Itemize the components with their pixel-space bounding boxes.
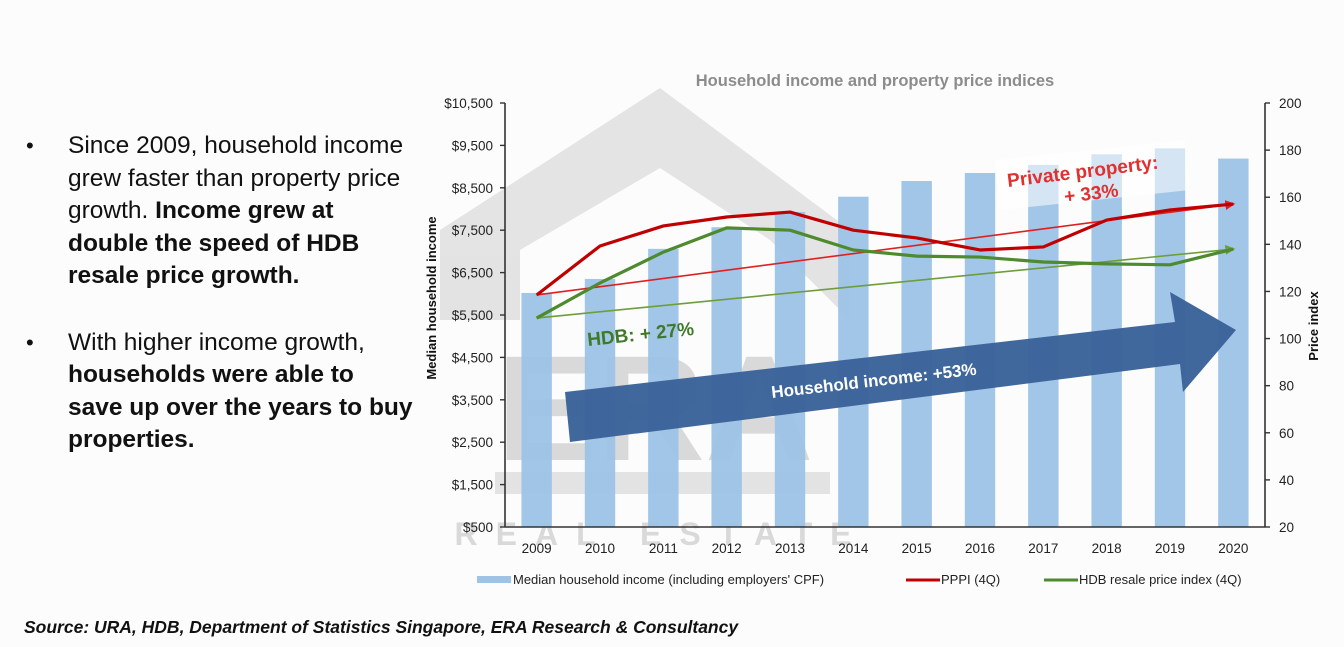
hdb-index-line: [535, 226, 1234, 320]
bullet-glyph: •: [26, 133, 34, 158]
x-tick-label: 2016: [965, 541, 995, 556]
x-tick-label: 2010: [585, 541, 615, 556]
bullet-text-plain: Since 2009, household income grew faster…: [68, 132, 404, 224]
legend-label-income: Median household income (including emplo…: [513, 572, 824, 587]
bullet-list: • Since 2009, household income grew fast…: [24, 130, 414, 491]
left-tick-label: $2,500: [452, 435, 493, 450]
left-axis-label: Median household income: [424, 216, 439, 379]
right-tick-label: 160: [1279, 190, 1302, 205]
bullet-item: • With higher income growth, households …: [24, 327, 414, 457]
bullet-text: With higher income growth, households we…: [68, 327, 414, 457]
ppi-index-line: [535, 202, 1234, 297]
chart-legend: Median household income (including emplo…: [477, 572, 1242, 587]
left-axis-ticks: $10,500 $9,500 $8,500 $7,500 $6,500 $5,500 $4,…: [444, 96, 505, 535]
right-axis-ticks: 200 180 160 140 120 100 80 60 40 20: [1265, 96, 1302, 535]
right-tick-label: 200: [1279, 96, 1302, 111]
right-tick-label: 80: [1279, 379, 1294, 394]
trend-arrows: [536, 200, 1236, 319]
left-tick-label: $9,500: [452, 138, 493, 153]
left-tick-label: $4,500: [452, 350, 493, 365]
x-tick-label: 2013: [775, 541, 805, 556]
x-tick-label: 2011: [649, 541, 678, 556]
right-tick-label: 180: [1279, 143, 1302, 158]
left-tick-label: $8,500: [452, 181, 493, 196]
x-tick-label: 2020: [1218, 541, 1248, 556]
source-note: Source: URA, HDB, Department of Statisti…: [24, 617, 739, 637]
x-tick-label: 2009: [522, 541, 552, 556]
x-tick-label: 2012: [712, 541, 742, 556]
left-tick-label: $1,500: [452, 478, 493, 493]
left-tick-label: $7,500: [452, 223, 493, 238]
right-tick-label: 100: [1279, 332, 1302, 347]
right-tick-label: 120: [1279, 284, 1302, 299]
income-arrow-shape: [565, 292, 1236, 442]
private-property-label-bg: [995, 140, 1190, 210]
bullet-text-plain: With higher income growth,: [68, 328, 365, 356]
right-tick-label: 60: [1279, 426, 1294, 441]
left-tick-label: $6,500: [452, 266, 493, 281]
right-tick-label: 140: [1279, 237, 1302, 252]
watermark-roof-shape: [440, 88, 850, 320]
private-property-annotation: Private property: + 33%: [995, 140, 1190, 210]
x-tick-label: 2014: [838, 541, 869, 556]
index-lines: [535, 202, 1234, 320]
bullet-item: • Since 2009, household income grew fast…: [24, 130, 414, 293]
bullet-text-bold: Income grew at double the speed of HDB r…: [68, 197, 360, 289]
hdb-trend-arrow: [536, 244, 1236, 319]
right-tick-label: 20: [1279, 520, 1294, 535]
income-bar-2009: [521, 292, 552, 527]
right-axis-label: Price index: [1306, 291, 1321, 361]
x-axis-ticks: 2009 2010 2011 2012 2013 2014 2015 2016 2017 2018…: [522, 541, 1249, 556]
left-tick-label: $10,500: [444, 96, 493, 111]
x-tick-label: 2015: [902, 541, 932, 556]
x-tick-label: 2019: [1155, 541, 1185, 556]
x-tick-label: 2018: [1092, 541, 1122, 556]
left-tick-label: $3,500: [452, 393, 493, 408]
legend-swatch-income: [477, 576, 511, 583]
bullet-text: Since 2009, household income grew faster…: [68, 130, 414, 293]
left-tick-label: $500: [463, 520, 493, 535]
bullet-glyph: •: [26, 329, 34, 355]
right-tick-label: 40: [1279, 473, 1294, 488]
household-income-arrow: Household income: +53%: [565, 292, 1236, 442]
chart-title: Household income and property price indi…: [696, 72, 1055, 90]
x-tick-label: 2017: [1028, 541, 1058, 556]
legend-label-hdb: HDB resale price index (4Q): [1079, 572, 1242, 587]
legend-label-ppi: PPPI (4Q): [941, 572, 1000, 587]
left-tick-label: $5,500: [452, 308, 493, 323]
bullet-text-bold: households were able to save up over the…: [68, 361, 413, 453]
